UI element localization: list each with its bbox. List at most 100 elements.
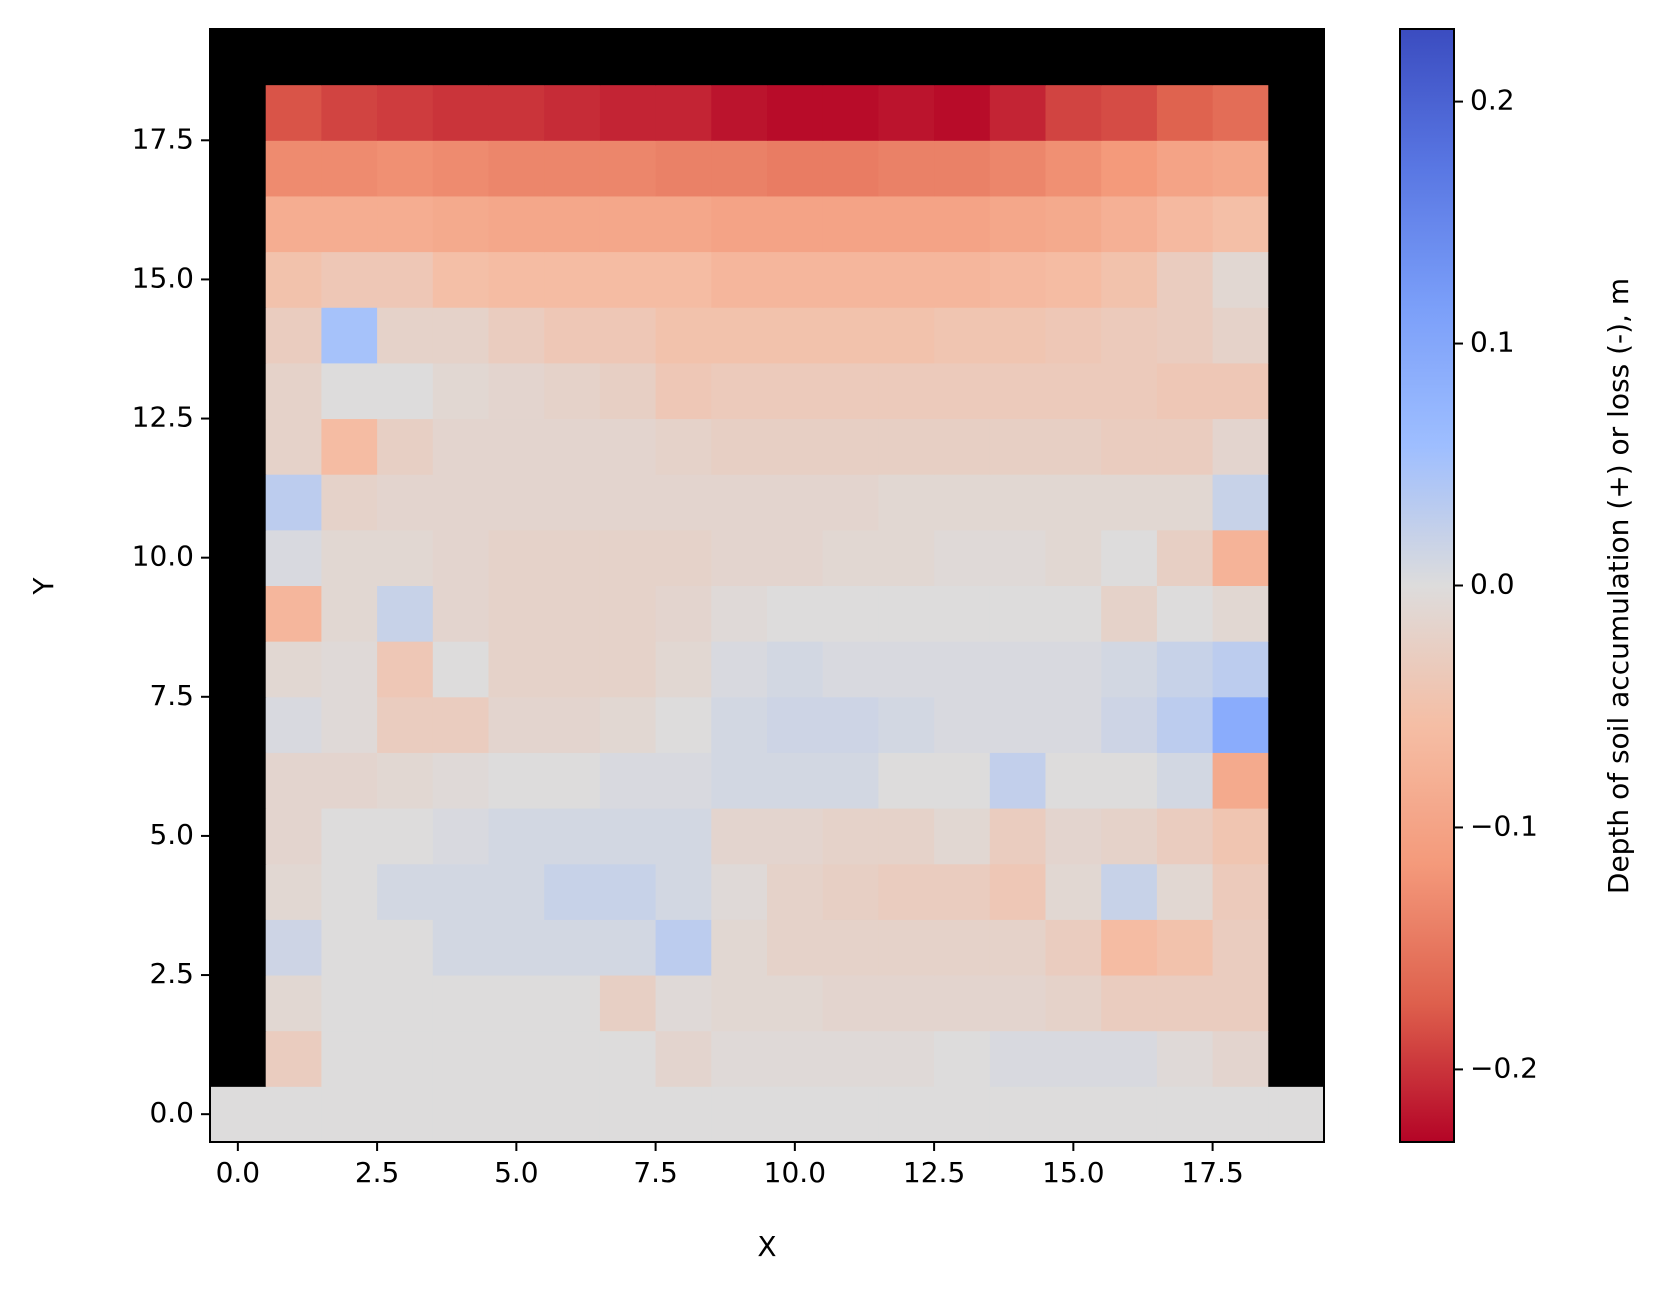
heatmap-cell	[822, 808, 879, 865]
heatmap-cell	[878, 696, 935, 753]
heatmap-cell	[878, 585, 935, 642]
heatmap-cell	[432, 696, 489, 753]
x-axis-label: X	[757, 1230, 776, 1263]
x-tick-label: 12.5	[903, 1156, 965, 1189]
heatmap-cell	[934, 140, 991, 197]
heatmap-cell	[377, 863, 434, 920]
heatmap-cell	[767, 863, 824, 920]
heatmap-cell	[878, 863, 935, 920]
heatmap-cell	[934, 251, 991, 308]
heatmap-cell	[321, 863, 378, 920]
heatmap-cell	[377, 752, 434, 809]
heatmap-cell	[1156, 529, 1214, 586]
heatmap-cell	[321, 1086, 378, 1143]
heatmap-cell	[488, 752, 545, 809]
heatmap-cell	[488, 1086, 545, 1143]
heatmap-cell	[1212, 1030, 1269, 1087]
heatmap-cell	[822, 362, 879, 420]
heatmap-cell	[321, 418, 378, 475]
heatmap-cell	[878, 1030, 935, 1087]
heatmap-cell	[432, 1086, 489, 1143]
heatmap-cell	[321, 474, 378, 531]
heatmap-cell	[934, 418, 991, 475]
heatmap-cell	[432, 307, 489, 364]
heatmap-cell	[544, 195, 601, 253]
heatmap-cell	[265, 140, 322, 197]
masked-cell	[1156, 29, 1214, 86]
heatmap-cell	[1156, 641, 1214, 698]
heatmap-cell	[432, 251, 489, 308]
masked-cell	[210, 251, 267, 308]
heatmap-cell	[599, 1086, 657, 1143]
masked-cell	[1268, 1030, 1325, 1087]
masked-cell	[1268, 140, 1325, 197]
heatmap-cell	[711, 808, 768, 865]
masked-cell	[1268, 585, 1325, 642]
heatmap-cell	[544, 529, 601, 586]
heatmap-cell	[599, 474, 657, 531]
masked-cell	[1268, 29, 1325, 86]
heatmap-cell	[377, 84, 434, 141]
heatmap-cell	[1045, 975, 1102, 1032]
heatmap-cell	[1101, 585, 1158, 642]
heatmap-cell	[989, 1030, 1046, 1087]
heatmap-cell	[321, 195, 378, 253]
masked-cell	[1101, 29, 1158, 86]
heatmap-cell	[1212, 529, 1269, 586]
heatmap-cell	[1101, 919, 1158, 976]
heatmap-cell	[989, 529, 1046, 586]
heatmap-cell	[878, 641, 935, 698]
heatmap-cell	[822, 474, 879, 531]
masked-cell	[210, 529, 267, 586]
heatmap-cell	[377, 140, 434, 197]
heatmap-cell	[321, 975, 378, 1032]
heatmap-cell	[878, 84, 935, 141]
heatmap-cell	[1212, 1086, 1269, 1143]
heatmap-cell	[878, 474, 935, 531]
heatmap-cell	[544, 84, 601, 141]
heatmap-cell	[767, 195, 824, 253]
heatmap-cell	[432, 808, 489, 865]
heatmap-cell	[711, 1030, 768, 1087]
x-tick-label: 5.0	[494, 1156, 539, 1189]
heatmap-cell	[934, 195, 991, 253]
heatmap-cell	[767, 975, 824, 1032]
heatmap-cell	[1212, 863, 1269, 920]
heatmap-cell	[599, 1030, 657, 1087]
heatmap-cell	[711, 696, 768, 753]
heatmap-cell	[544, 307, 601, 364]
heatmap-cell	[265, 919, 322, 976]
heatmap-cell	[377, 641, 434, 698]
heatmap-cell	[544, 418, 601, 475]
heatmap-cell	[377, 251, 434, 308]
heatmap-cell	[1156, 418, 1214, 475]
heatmap-cell	[1045, 140, 1102, 197]
heatmap-cell	[1156, 362, 1214, 420]
heatmap-cell	[878, 919, 935, 976]
heatmap-cell	[265, 529, 322, 586]
heatmap-cell	[488, 307, 545, 364]
heatmap-cell	[544, 251, 601, 308]
heatmap-cell	[1045, 585, 1102, 642]
heatmap-cell	[1156, 863, 1214, 920]
masked-cell	[210, 84, 267, 141]
masked-cell	[599, 29, 657, 86]
heatmap-cell	[488, 529, 545, 586]
masked-cell	[1268, 696, 1325, 753]
masked-cell	[210, 195, 267, 253]
heatmap-cell	[488, 975, 545, 1032]
heatmap-cell	[878, 307, 935, 364]
heatmap-cell	[1156, 696, 1214, 753]
colorbar-tick-label: 0.0	[1470, 568, 1515, 601]
heatmap-cell	[1045, 307, 1102, 364]
heatmap-cell	[655, 863, 712, 920]
heatmap-cell	[1101, 362, 1158, 420]
heatmap-cell	[599, 307, 657, 364]
heatmap-cell	[265, 1086, 322, 1143]
masked-cell	[210, 585, 267, 642]
heatmap-cell	[1212, 975, 1269, 1032]
heatmap-cell	[878, 251, 935, 308]
heatmap-cell	[488, 696, 545, 753]
heatmap-cell	[265, 307, 322, 364]
heatmap-cell	[1045, 863, 1102, 920]
